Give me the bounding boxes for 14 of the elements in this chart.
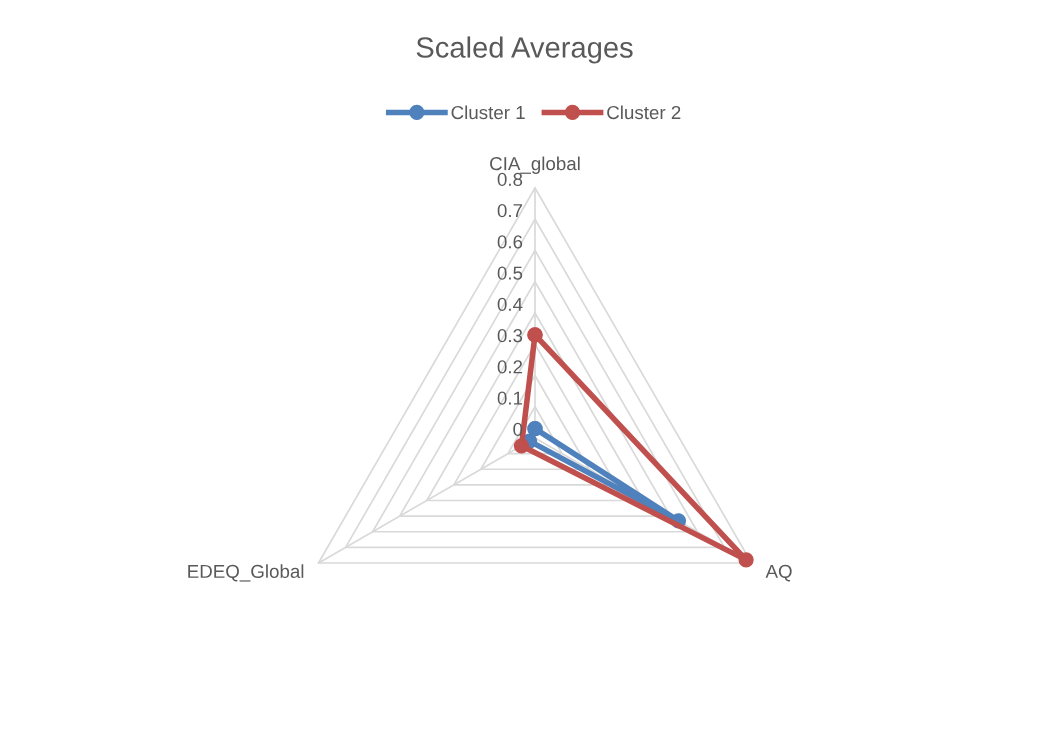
legend-label: Cluster 2: [607, 105, 681, 120]
y-tick-label: 0.6: [497, 235, 523, 249]
y-tick-label: 0.7: [497, 204, 523, 218]
legend-label: Cluster 1: [451, 105, 525, 120]
y-tick-label: 0.4: [497, 297, 523, 312]
y-tick-label: 0.8: [497, 172, 523, 187]
y-tick-label: 0.3: [497, 329, 523, 343]
spoke-label: AQ: [765, 564, 792, 582]
y-tick-label: 0.1: [497, 391, 523, 405]
chart-title: Scaled Averages: [416, 36, 633, 64]
spoke-label: CIA_global: [490, 156, 580, 174]
spoke-label: EDEQ_Global: [188, 564, 304, 582]
y-tick-label: 0.5: [497, 266, 523, 280]
y-tick-label: 0.2: [497, 360, 523, 374]
